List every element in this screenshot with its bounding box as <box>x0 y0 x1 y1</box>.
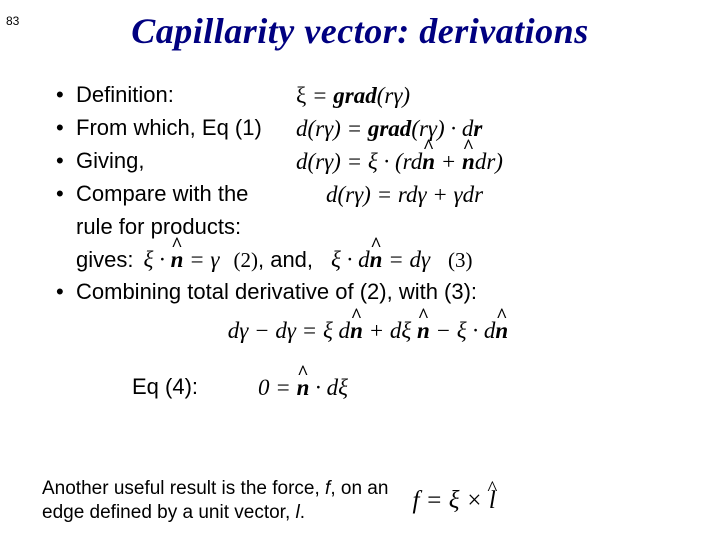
gives-label: gives: <box>76 245 133 275</box>
bullet-text: Giving, <box>76 146 196 176</box>
equation-combined: dγ − dγ = ξ dn + dξ n − ξ · dn <box>56 315 680 346</box>
bullet-row-4c: gives: ξ · n = γ (2) , and, ξ · dn = dγ … <box>56 244 680 275</box>
bullet-text: rule for products: <box>76 212 241 242</box>
equation-2: ξ · n = γ <box>143 244 219 275</box>
bullet-text: Definition: <box>76 80 296 110</box>
bullet-row-3: • Giving, d(rγ) = ξ · (rdn + ndr) <box>56 146 680 177</box>
bullet-text: From which, Eq (1) <box>76 113 296 143</box>
bullet-row-1: • Definition: ξ = grad(rγ) <box>56 80 680 111</box>
bullet-row-4a: • Compare with the d(rγ) = rdγ + γdr <box>56 179 680 210</box>
slide-title: Capillarity vector: derivations <box>0 10 720 52</box>
bullet-row-5: • Combining total derivative of (2), wit… <box>56 277 680 307</box>
equation-4: 0 = n · dξ <box>258 372 348 403</box>
content-area: • Definition: ξ = grad(rγ) • From which,… <box>0 80 720 403</box>
eq3-label: (3) <box>448 246 473 274</box>
eq4-row: Eq (4): 0 = n · dξ <box>132 372 680 403</box>
bullet-dot: • <box>56 113 76 143</box>
footer-row: Another useful result is the force, f, o… <box>42 477 680 526</box>
equation-force: f = ξ × l <box>412 487 495 515</box>
bullet-dot: • <box>56 80 76 110</box>
bullet-row-2: • From which, Eq (1) d(rγ) = grad(rγ) · … <box>56 113 680 144</box>
footer-text: Another useful result is the force, f, o… <box>42 477 388 526</box>
bullet-text: Combining total derivative of (2), with … <box>76 277 477 307</box>
page-number: 83 <box>6 14 19 28</box>
equation-3: ξ · dn = dγ <box>331 244 430 275</box>
equation-definition: ξ = grad(rγ) <box>296 80 680 111</box>
bullet-dot: • <box>56 146 76 176</box>
eq2-label: (2) <box>233 246 258 274</box>
bullet-dot: • <box>56 179 76 209</box>
equation-eq1: d(rγ) = grad(rγ) · dr <box>296 113 680 144</box>
bullet-dot: • <box>56 277 76 307</box>
bullet-row-4b: rule for products: <box>56 212 680 242</box>
bullet-text: Compare with the <box>76 179 296 209</box>
equation-product-rule: d(rγ) = rdγ + γdr <box>296 179 680 210</box>
eq4-label: Eq (4): <box>132 372 198 402</box>
equation-giving: d(rγ) = ξ · (rdn + ndr) <box>196 146 680 177</box>
and-text: , and, <box>258 245 313 275</box>
